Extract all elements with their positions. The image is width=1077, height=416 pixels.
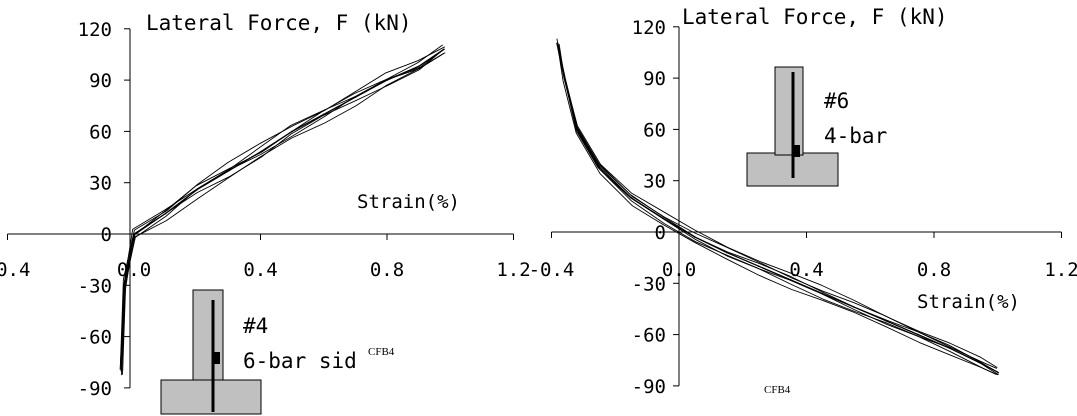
- x-tick-label: 0.8: [917, 259, 951, 281]
- y-tick-label: 30: [89, 173, 112, 195]
- x-axis-label: Strain(%): [917, 291, 1020, 313]
- chart-left: -0.4 0.0 0.4 0.8 1.2 -90 -60 -30 0 30 60 90 120 Later…: [0, 11, 531, 415]
- inset-column: [774, 66, 804, 156]
- data-point: [662, 217, 664, 220]
- x-tick-label: 0.4: [243, 259, 277, 281]
- x-tick-label: 1.2: [496, 259, 530, 281]
- data-point: [853, 306, 856, 309]
- data-point: [164, 212, 167, 215]
- inset-bar-label: 4-bar: [824, 124, 887, 148]
- y-tick-label: -90: [78, 378, 112, 400]
- y-tick-label: 90: [89, 70, 112, 92]
- y-tick-label: 60: [643, 119, 666, 141]
- chart-title: Lateral Force, F (kN): [146, 11, 412, 35]
- inset-footing: [160, 379, 262, 415]
- data-point: [123, 284, 126, 287]
- data-point: [949, 347, 951, 350]
- data-point: [726, 251, 728, 254]
- watermark-label: CFB4: [368, 346, 395, 358]
- data-point: [228, 169, 230, 172]
- chart-title: Lateral Force, F (kN): [682, 5, 948, 29]
- data-point: [133, 233, 135, 235]
- data-series-cycle: [556, 42, 999, 376]
- data-point: [821, 292, 824, 295]
- x-tick-label: 1.2: [1044, 259, 1077, 281]
- y-tick-label: -60: [78, 327, 112, 349]
- data-series-cycle: [556, 38, 998, 368]
- x-tick-label: 0.0: [662, 259, 696, 281]
- chart-right: -0.4 0.0 0.4 0.8 1.2 -90 -60 -30 0 30 60 90 120 Later…: [529, 5, 1077, 398]
- data-point: [120, 370, 123, 372]
- data-point: [694, 236, 696, 238]
- y-tick-label: 90: [643, 68, 666, 90]
- data-point: [557, 43, 559, 45]
- data-point: [757, 265, 760, 268]
- x-tick-label: -0.4: [529, 259, 575, 281]
- data-point: [563, 77, 566, 79]
- data-series-cycle: [557, 48, 997, 376]
- x-tick-label: 0.4: [789, 259, 823, 281]
- x-tick-label: 0.8: [370, 259, 404, 281]
- y-tick-label: -60: [632, 325, 666, 347]
- x-axis-label: Strain(%): [357, 191, 460, 213]
- y-tick-label: 120: [78, 19, 112, 41]
- data-point: [598, 166, 601, 168]
- data-point: [576, 128, 578, 131]
- inset-bar-label: 6-bar sid: [243, 349, 357, 373]
- data-point: [322, 113, 325, 116]
- y-tick-label: -30: [78, 275, 112, 297]
- data-point: [789, 279, 792, 281]
- y-tick-label: -90: [632, 376, 666, 398]
- data-point: [354, 96, 357, 98]
- inset-strain-gauge: [793, 145, 800, 157]
- data-point: [196, 188, 199, 191]
- x-tick-label: 0.0: [117, 259, 151, 281]
- data-point: [291, 130, 293, 133]
- data-point: [917, 333, 919, 336]
- data-point: [996, 371, 999, 374]
- data-point: [259, 151, 262, 153]
- inset-gauge-label: #4: [243, 314, 268, 338]
- data-series-cycle: [119, 46, 446, 366]
- data-point: [443, 48, 445, 51]
- inset-strain-gauge: [213, 352, 220, 364]
- y-tick-label: -30: [632, 273, 666, 295]
- data-point: [630, 197, 632, 199]
- y-tick-label: 120: [632, 17, 666, 39]
- y-tick-label: 0: [655, 222, 666, 244]
- y-tick-label: 30: [643, 171, 666, 193]
- data-point: [386, 79, 388, 81]
- data-series-cycle: [121, 53, 444, 376]
- data-series-cycle: [120, 48, 445, 370]
- data-series-cycle: [557, 42, 1000, 374]
- y-tick-label: 60: [89, 121, 112, 143]
- data-point: [981, 362, 983, 365]
- watermark-label: CFB4: [764, 384, 791, 396]
- inset-column: [192, 289, 224, 381]
- y-tick-label: 0: [101, 224, 112, 246]
- x-tick-label: -0.4: [0, 259, 30, 281]
- data-point: [417, 65, 420, 68]
- inset-gauge-label: #6: [824, 89, 849, 113]
- data-point: [885, 320, 887, 322]
